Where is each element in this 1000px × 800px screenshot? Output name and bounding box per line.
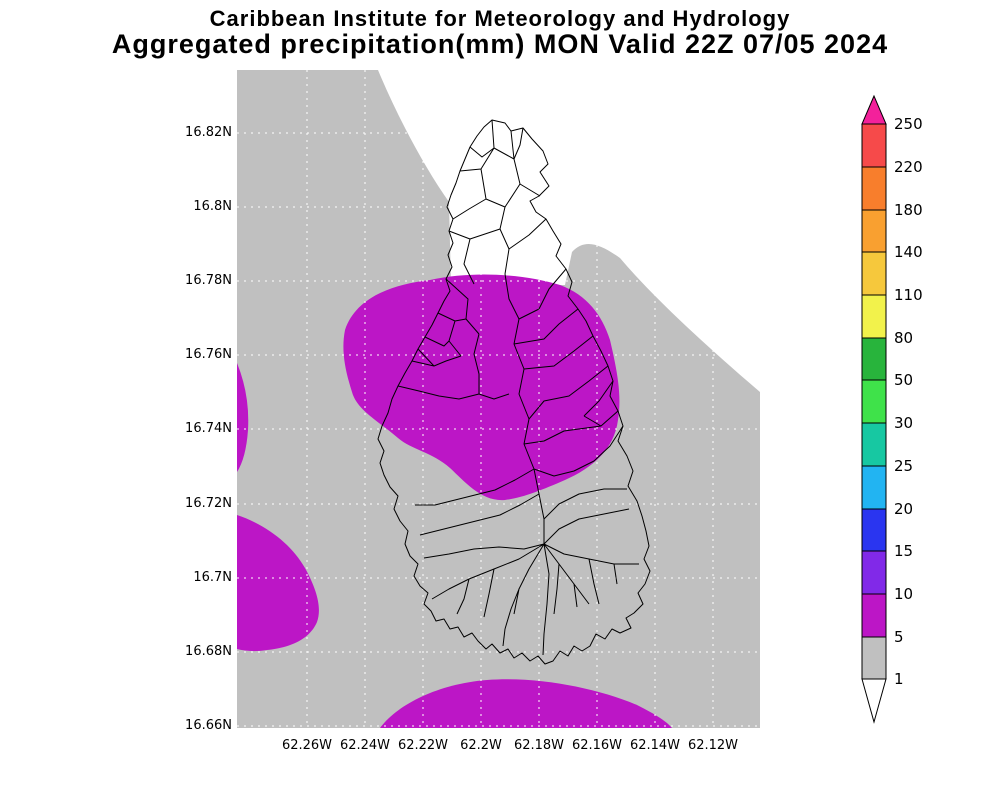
colorbar-level-label: 110: [894, 286, 923, 304]
watershed-lines-central: [397, 268, 624, 520]
map-area: [237, 70, 760, 728]
lon-tick-label: 62.14W: [629, 738, 681, 753]
precip-blob-central: [343, 274, 620, 501]
colorbar-level-label: 180: [894, 201, 923, 219]
lon-tick-label: 62.16W: [571, 738, 623, 753]
island-watersheds: [377, 119, 651, 665]
island-coastline: [377, 119, 651, 665]
colorbar-segment: [861, 337, 887, 381]
lon-tick-label: 62.26W: [281, 738, 333, 753]
colorbar: [861, 94, 887, 724]
colorbar-level-label: 140: [894, 243, 923, 261]
colorbar-segment: [861, 209, 887, 253]
colorbar-level-label: 5: [894, 628, 904, 646]
lon-tick-label: 62.22W: [397, 738, 449, 753]
colorbar-segment: [861, 636, 887, 680]
colorbar-segment: [861, 123, 887, 168]
colorbar-segment: [861, 508, 887, 552]
colorbar-level-label: 20: [894, 500, 914, 518]
colorbar-segment: [861, 550, 887, 595]
colorbar-level-label: 15: [894, 542, 914, 560]
precip-blob-south: [380, 679, 672, 728]
colorbar-segment: [861, 166, 887, 211]
lat-tick-label: 16.72N: [185, 496, 232, 511]
colorbar-segment: [861, 465, 887, 510]
colorbar-segment: [861, 593, 887, 638]
colorbar-segment: [861, 294, 887, 339]
colorbar-arrow-bottom: [861, 678, 887, 724]
lat-tick-label: 16.68N: [185, 644, 232, 659]
colorbar-level-label: 1: [894, 670, 904, 688]
lon-tick-label: 62.2W: [460, 738, 502, 753]
lon-tick-label: 62.12W: [687, 738, 739, 753]
watershed-lines-south: [415, 468, 639, 656]
colorbar-level-label: 250: [894, 115, 923, 133]
page-title: Caribbean Institute for Meteorology and …: [209, 6, 791, 31]
lat-tick-label: 16.74N: [185, 421, 232, 436]
colorbar-segment: [861, 251, 887, 296]
lat-tick-label: 16.82N: [185, 125, 232, 140]
colorbar-level-label: 220: [894, 158, 923, 176]
watershed-lines-north: [448, 119, 547, 285]
precip-sliver-west: [237, 363, 249, 472]
colorbar-level-label: 80: [894, 329, 914, 347]
lat-tick-label: 16.8N: [193, 199, 232, 214]
precip-blob-west: [237, 515, 319, 652]
colorbar-arrow-top: [861, 94, 887, 125]
colorbar-level-label: 50: [894, 371, 914, 389]
colorbar-segment: [861, 422, 887, 467]
lat-tick-label: 16.76N: [185, 347, 232, 362]
colorbar-level-label: 25: [894, 457, 914, 475]
colorbar-level-label: 10: [894, 585, 914, 603]
lon-tick-label: 62.18W: [513, 738, 565, 753]
lat-tick-label: 16.78N: [185, 273, 232, 288]
lat-tick-label: 16.7N: [193, 570, 232, 585]
colorbar-segment: [861, 379, 887, 424]
lon-tick-label: 62.24W: [339, 738, 391, 753]
grid-lines: [237, 70, 760, 728]
page-subtitle: Aggregated precipitation(mm) MON Valid 2…: [111, 29, 889, 59]
lat-tick-label: 16.66N: [185, 718, 232, 733]
colorbar-level-label: 30: [894, 414, 914, 432]
